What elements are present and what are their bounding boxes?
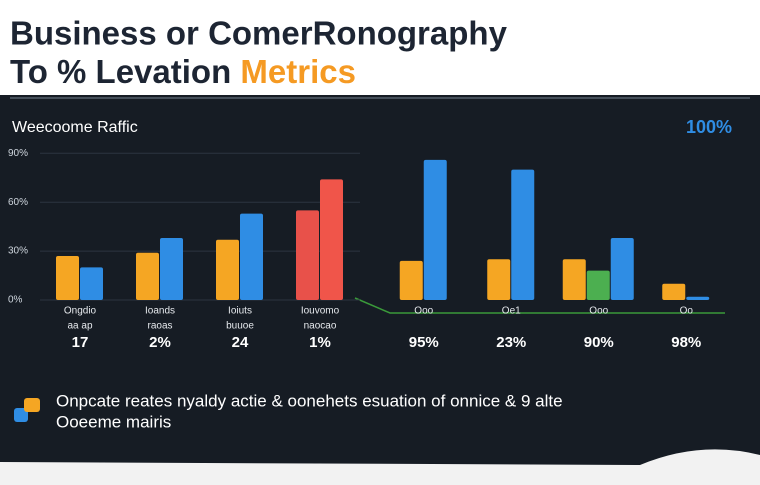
bar: [423, 159, 447, 300]
bar: [320, 179, 343, 300]
title-highlight: Metrics: [240, 53, 356, 90]
x-tick-label: Ongdio: [64, 306, 97, 317]
badge: 100%: [686, 117, 732, 137]
x-figure: 98%: [671, 334, 701, 351]
title-line: To % Levation: [10, 53, 240, 90]
x-sublabel: raoas: [147, 321, 172, 332]
subtitle: Weecoome Raffic: [12, 119, 138, 136]
title-line: To % Levation Metrics: [10, 53, 356, 90]
x-figure: 90%: [584, 334, 614, 351]
bar: [511, 169, 535, 300]
y-tick-label: 90%: [8, 148, 28, 159]
header-bg: [0, 0, 760, 95]
panel: [0, 95, 760, 465]
y-tick-label: 0%: [8, 295, 23, 306]
x-sublabel: buuoe: [226, 321, 254, 332]
x-tick-label: Ioiuts: [228, 306, 252, 317]
bar: [56, 255, 79, 300]
bar: [487, 259, 511, 300]
bar: [80, 267, 103, 300]
x-tick-label: Ioands: [145, 306, 175, 317]
bar: [160, 238, 183, 300]
y-tick-label: 60%: [8, 197, 28, 208]
bar: [686, 296, 710, 300]
x-tick-label: Ooo: [589, 306, 608, 317]
caption-line: Onpcate reates nyaldy actie & oonehets e…: [56, 391, 563, 410]
bar: [562, 259, 586, 300]
x-sublabel: aa ap: [67, 321, 92, 332]
x-tick-label: Iouvomo: [301, 306, 340, 317]
bar: [662, 283, 686, 300]
bar: [296, 210, 319, 300]
x-figure: 1%: [309, 334, 331, 351]
bar: [586, 270, 610, 300]
bar: [216, 239, 239, 300]
caption-icon: [14, 408, 28, 422]
x-figure: 2%: [149, 334, 171, 351]
x-figure: 17: [72, 334, 89, 351]
x-tick-label: Oe1: [502, 306, 521, 317]
x-tick-label: Ooo: [414, 306, 433, 317]
x-figure: 95%: [409, 334, 439, 351]
x-tick-label: Oo: [680, 306, 694, 317]
title-line: Business or ComerRonography: [10, 15, 508, 52]
x-sublabel: naocao: [304, 321, 337, 332]
x-figure: 24: [232, 334, 249, 351]
caption-line: Ooeeme mairis: [56, 412, 171, 431]
bar: [240, 213, 263, 300]
baseline-line: [354, 297, 725, 314]
y-tick-label: 30%: [8, 246, 28, 257]
x-figure: 23%: [496, 334, 526, 351]
bar: [610, 238, 634, 300]
bar: [399, 260, 423, 300]
bar: [136, 252, 159, 300]
caption-icon: [24, 398, 40, 412]
